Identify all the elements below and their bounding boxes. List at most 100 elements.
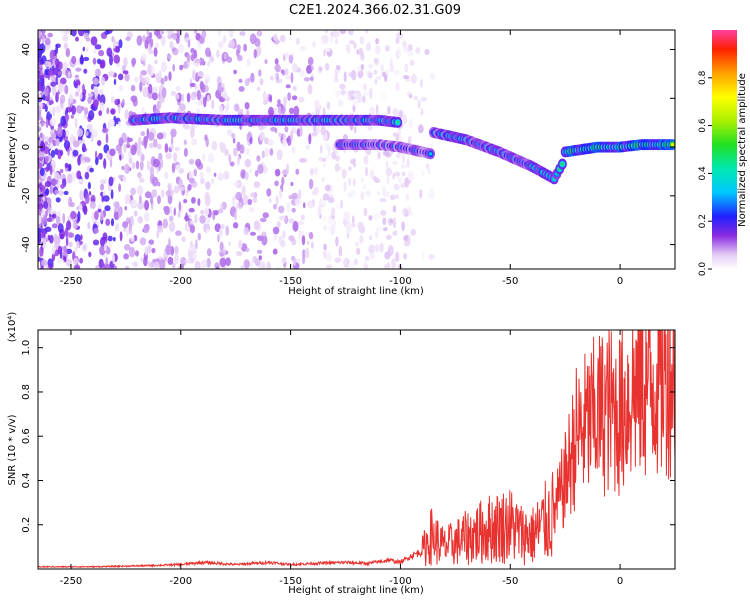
noise-cell [49, 234, 54, 244]
noise-cell [402, 75, 410, 80]
noise-cell [180, 256, 187, 266]
noise-cell [262, 262, 266, 269]
noise-cell [256, 249, 263, 254]
noise-cell [392, 230, 398, 236]
noise-cell [156, 132, 164, 140]
noise-cell [47, 205, 51, 214]
noise-cell [55, 138, 60, 147]
noise-cell [42, 67, 46, 74]
noise-cell [379, 197, 387, 203]
noise-cell [106, 47, 113, 57]
colorbar-tick-label: 0.8 [698, 70, 708, 85]
noise-cell [160, 159, 164, 168]
noise-cell [158, 152, 163, 162]
noise-cell [74, 118, 78, 129]
noise-cell [107, 122, 111, 132]
noise-cell [324, 184, 331, 192]
noise-cell [146, 160, 151, 171]
noise-cell [322, 106, 326, 117]
noise-cell [337, 100, 344, 107]
noise-cell [289, 107, 294, 115]
noise-cell [189, 224, 196, 234]
noise-cell [67, 71, 71, 78]
noise-cell [223, 170, 230, 180]
noise-cell [194, 84, 198, 89]
noise-cell [264, 147, 269, 158]
noise-cell [148, 239, 155, 245]
noise-cell [359, 235, 364, 244]
noise-cell [110, 189, 114, 200]
noise-cell [238, 202, 243, 210]
noise-cell [204, 195, 211, 207]
noise-cell [157, 225, 164, 233]
noise-cell [304, 247, 310, 259]
noise-cell [70, 133, 74, 144]
noise-cell [73, 264, 81, 269]
noise-cell [299, 45, 307, 51]
noise-cell [137, 172, 142, 179]
noise-cell [280, 240, 286, 248]
noise-cell [199, 215, 206, 224]
noise-cell [149, 166, 155, 176]
noise-cell [65, 236, 69, 247]
noise-cell [406, 158, 410, 168]
noise-cell [213, 172, 217, 177]
noise-cell [288, 54, 294, 64]
noise-cell [149, 38, 154, 48]
noise-cell [161, 87, 167, 99]
x-tick-label: -250 [60, 276, 83, 287]
noise-cell [151, 176, 159, 187]
noise-cell [290, 181, 294, 187]
noise-cell [405, 193, 410, 201]
noise-cell [244, 78, 250, 87]
noise-cell [128, 228, 132, 235]
noise-cell [133, 261, 138, 268]
noise-cell [218, 104, 224, 114]
noise-cell [374, 230, 379, 238]
spectral-ridge [128, 112, 403, 128]
noise-cell [89, 201, 96, 209]
noise-cell [193, 168, 197, 177]
noise-cell [44, 60, 50, 68]
noise-cell [303, 77, 310, 82]
noise-cell [363, 91, 370, 97]
noise-cell [54, 148, 59, 156]
noise-cell [429, 143, 433, 149]
noise-cell [311, 65, 314, 71]
spectrogram-ridges-layer [128, 112, 675, 185]
noise-cell [211, 140, 218, 151]
noise-cell [365, 30, 369, 34]
noise-cell [151, 189, 158, 198]
noise-cell [373, 58, 378, 63]
noise-cell [250, 231, 256, 236]
noise-cell [238, 239, 243, 249]
y-tick-label: 0 [21, 144, 32, 150]
noise-cell [226, 56, 233, 63]
noise-cell [107, 70, 115, 78]
noise-cell [98, 110, 103, 116]
noise-cell [393, 183, 400, 191]
noise-cell [40, 132, 43, 139]
noise-cell [233, 147, 238, 157]
noise-cell [242, 194, 249, 206]
noise-cell [238, 86, 245, 92]
noise-cell [259, 217, 267, 223]
noise-cell [127, 137, 133, 142]
noise-cell [165, 190, 172, 197]
noise-cell [207, 60, 210, 67]
noise-cell [375, 45, 381, 55]
noise-cell [369, 88, 373, 99]
noise-cell [368, 215, 373, 221]
noise-cell [64, 114, 70, 121]
noise-cell [115, 40, 119, 47]
noise-cell [361, 95, 366, 103]
noise-cell [308, 178, 314, 190]
noise-cell [387, 105, 391, 115]
noise-cell [244, 158, 252, 168]
noise-cell [135, 250, 139, 257]
noise-cell [90, 36, 98, 46]
noise-cell [175, 85, 181, 92]
snr-series-line [38, 330, 675, 569]
noise-cell [81, 143, 86, 153]
